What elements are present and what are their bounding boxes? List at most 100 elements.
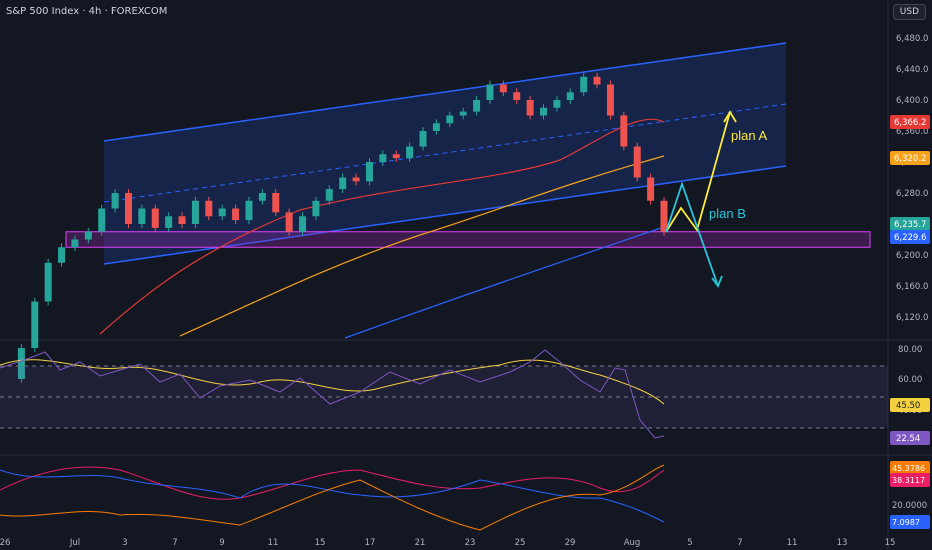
candle-body (58, 247, 66, 263)
candle-body (98, 208, 106, 232)
price-tick-label: 6,160.0 (896, 282, 928, 292)
candle-body (473, 100, 481, 112)
date-tick-label: 15 (315, 538, 326, 548)
plan-a-arrow (665, 111, 731, 233)
candle-body (138, 208, 146, 224)
candle-body (446, 115, 454, 124)
candle-body (299, 216, 307, 232)
price-tick-label: 6,280.0 (896, 189, 928, 199)
candle-body (580, 76, 588, 93)
rsi-value-label: 45.50 (896, 401, 920, 411)
candle-body (365, 162, 373, 182)
ma-red-line (99, 118, 665, 335)
candle-body (31, 301, 39, 348)
candle-body (339, 177, 347, 190)
candle-body (620, 115, 628, 147)
price-tick-label: 6,120.0 (896, 313, 928, 323)
candle-body (124, 193, 132, 224)
candle-body (392, 154, 400, 159)
symbol-title[interactable]: S&P 500 Index · 4h · FOREXCOM (6, 6, 168, 17)
rsi-value-bg (890, 431, 930, 445)
price-label: 6,366.2 (894, 118, 926, 128)
date-tick-label: 17 (365, 538, 376, 548)
candle-body (633, 146, 641, 178)
candle-body (606, 84, 614, 116)
candle-body (499, 84, 507, 93)
rsi-value-label: 22.54 (896, 434, 920, 444)
candle-body (432, 123, 440, 131)
dmi-value-bg (890, 461, 930, 475)
candle-body (459, 111, 467, 116)
currency-button[interactable]: USD (892, 4, 926, 20)
price-label: 6,229.6 (894, 233, 926, 243)
candle-body (191, 200, 199, 224)
date-tick-label: 21 (415, 538, 426, 548)
date-tick-label: 7 (172, 538, 177, 548)
dmi-value-bg (890, 515, 930, 529)
channel-upper-line (103, 42, 787, 142)
candle-body (325, 189, 333, 201)
price-tick-label: 6,200.0 (896, 251, 928, 261)
candle-body (165, 216, 173, 228)
date-tick-label: 11 (787, 538, 798, 548)
dmi-orange-line (0, 464, 665, 531)
date-tick-label: Aug (624, 538, 641, 548)
candle-body (553, 100, 561, 108)
channel-mid-line (103, 103, 787, 203)
candle-body (486, 84, 494, 100)
date-tick-label: Jul (69, 538, 80, 548)
dmi-red-line (0, 466, 665, 500)
candle-body (566, 92, 574, 100)
candle-body (245, 200, 253, 221)
rsi-tick-label: 80.00 (898, 345, 922, 355)
rsi-value-bg (890, 398, 930, 412)
date-tick-label: 26 (0, 538, 10, 548)
candle-body (379, 154, 387, 162)
candle-body (17, 348, 25, 379)
ma-orange-line (179, 155, 665, 337)
candle-body (151, 208, 159, 228)
dmi-value-label: 7.0987 (892, 518, 920, 527)
price-tick-label: 6,440.0 (896, 65, 928, 75)
date-tick-label: 13 (837, 538, 848, 548)
candle-body (44, 262, 52, 302)
plan-a-label: plan A (731, 128, 767, 143)
candle-body (205, 200, 213, 217)
candle-body (513, 92, 521, 100)
price-label: 6,320.2 (894, 154, 926, 164)
date-tick-label: 5 (687, 538, 692, 548)
candle-body (258, 193, 266, 201)
candle-body (111, 193, 119, 209)
price-label-bg (890, 230, 930, 244)
price-label: 6,235.7 (894, 220, 926, 230)
date-tick-label: 3 (122, 538, 127, 548)
price-label-bg (890, 115, 930, 129)
candle-body (526, 100, 534, 116)
date-tick-label: 23 (465, 538, 476, 548)
dmi-blue-line (0, 469, 665, 523)
candle-body (218, 208, 226, 217)
plan-b-arrowhead (711, 275, 723, 288)
candle-body (272, 193, 280, 213)
dmi-value-label: 45.3786 (892, 464, 925, 473)
price-label-bg (890, 217, 930, 231)
rsi-tick-label: 60.00 (898, 375, 922, 385)
candle-body (84, 231, 92, 240)
candle-body (71, 239, 79, 248)
candle-body (406, 146, 414, 159)
candle-body (352, 177, 360, 182)
plan-b-label: plan B (709, 206, 746, 221)
candle-body (647, 177, 655, 201)
candle-body (593, 76, 601, 85)
date-tick-label: 25 (515, 538, 526, 548)
support-zone (65, 231, 871, 248)
candle-body (419, 131, 427, 147)
price-tick-label: 6,480.0 (896, 34, 928, 44)
candle-body (540, 107, 548, 116)
candle-body (660, 200, 668, 232)
date-tick-label: 11 (268, 538, 279, 548)
dmi-tick-label: 20.0000 (892, 501, 927, 511)
candle-body (285, 212, 293, 232)
candle-body (178, 216, 186, 224)
